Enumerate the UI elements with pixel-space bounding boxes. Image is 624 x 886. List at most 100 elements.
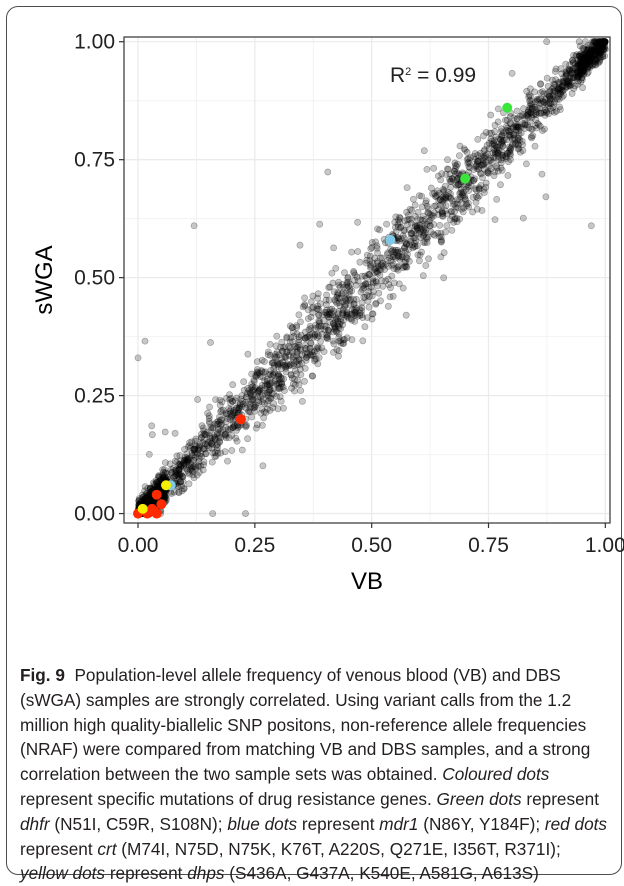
background-point [507, 146, 515, 154]
background-point [494, 152, 502, 160]
background-point [472, 192, 480, 200]
background-point [368, 315, 376, 323]
background-point [191, 437, 199, 445]
background-point [565, 67, 573, 74]
background-point [577, 64, 585, 72]
background-point [455, 181, 462, 189]
background-point [270, 359, 277, 367]
background-point [473, 160, 481, 168]
caption-text-4: (N51I, C59R, S108N); [54, 813, 223, 834]
background-point [431, 189, 438, 197]
background-point [515, 124, 523, 131]
background-point [482, 183, 490, 191]
background-point [471, 175, 479, 183]
background-point [506, 151, 514, 159]
background-point [141, 495, 148, 503]
background-point [214, 449, 222, 457]
background-point [253, 366, 261, 373]
background-point [348, 287, 356, 295]
background-point [301, 350, 309, 358]
background-point [302, 345, 310, 353]
background-point [440, 274, 448, 282]
background-point [293, 344, 301, 352]
background-point [194, 446, 202, 454]
caption-text-10: (S436A, G437A, K540E, A581G, A613S) [229, 863, 539, 884]
background-point [365, 271, 373, 279]
background-point [471, 185, 479, 193]
background-point [249, 383, 257, 391]
background-point [175, 466, 182, 474]
background-point [222, 430, 230, 438]
background-point [422, 262, 430, 269]
background-point [187, 444, 194, 452]
background-point [585, 44, 593, 51]
background-point [534, 105, 541, 112]
background-point [307, 339, 315, 347]
background-point [498, 138, 506, 146]
background-point [559, 78, 567, 86]
background-point [236, 401, 244, 409]
background-point [457, 185, 465, 193]
background-point [430, 202, 438, 210]
background-point [204, 409, 211, 417]
background-point [485, 145, 493, 153]
background-point [326, 318, 334, 326]
background-point [515, 134, 522, 142]
background-point [376, 265, 384, 273]
background-point [592, 43, 599, 51]
background-point [258, 421, 266, 429]
background-point [148, 422, 156, 430]
background-point [476, 185, 483, 193]
background-point [387, 284, 394, 292]
background-point [345, 291, 353, 299]
background-point [222, 394, 230, 402]
background-point [321, 308, 329, 316]
background-point [311, 357, 318, 365]
background-point [243, 422, 251, 429]
background-point [443, 222, 451, 230]
background-point [430, 164, 438, 172]
background-point [375, 262, 382, 270]
background-point [559, 87, 567, 94]
background-point [559, 77, 567, 85]
background-point [592, 46, 600, 54]
background-point [316, 318, 323, 325]
background-point [208, 440, 215, 447]
background-point [563, 79, 571, 87]
background-point [264, 391, 272, 399]
background-point [323, 291, 330, 299]
background-point [543, 100, 551, 108]
background-point [138, 491, 146, 499]
background-point [568, 74, 575, 82]
background-point [524, 111, 532, 118]
background-point [322, 296, 330, 304]
background-point [363, 256, 371, 264]
background-point [227, 405, 235, 413]
background-point [586, 56, 594, 63]
background-point [179, 459, 187, 467]
background-point [426, 222, 434, 230]
background-point [541, 112, 549, 119]
background-point [143, 496, 151, 504]
background-point [573, 69, 580, 77]
background-point [261, 377, 268, 385]
background-point [168, 468, 176, 476]
background-point [554, 87, 562, 94]
background-point [176, 471, 184, 479]
background-point [575, 38, 583, 46]
background-point [592, 58, 599, 66]
background-point [371, 269, 378, 276]
background-point [569, 59, 577, 66]
background-point [242, 398, 250, 406]
background-point [313, 331, 321, 338]
background-point [287, 334, 295, 341]
background-point [390, 265, 398, 272]
background-point [527, 85, 534, 93]
background-point [564, 81, 572, 89]
background-point [195, 468, 203, 476]
background-point [601, 38, 609, 46]
background-point [576, 69, 584, 77]
background-point [288, 374, 296, 382]
background-point [276, 385, 283, 393]
background-point [453, 162, 460, 170]
